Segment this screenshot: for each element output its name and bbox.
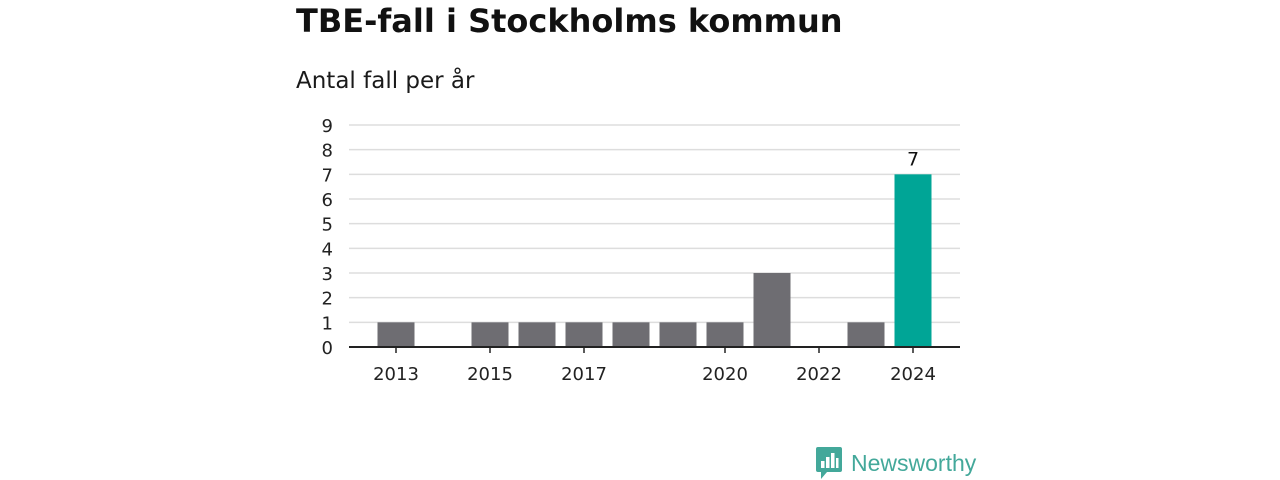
x-tick-label: 2022 (796, 364, 842, 385)
y-tick-label: 9 (322, 116, 333, 137)
chart-title: TBE-fall i Stockholms kommun (296, 2, 843, 40)
y-tick-label: 8 (322, 141, 333, 162)
bar-2015 (471, 322, 509, 347)
data-labels: 7 (907, 148, 919, 170)
bar-2023 (847, 322, 885, 347)
y-tick-label: 2 (322, 289, 333, 310)
x-tick-label: 2015 (467, 364, 513, 385)
x-tick-label: 2020 (702, 364, 748, 385)
newsworthy-brand: Newsworthy (815, 446, 976, 480)
bar-2021 (753, 273, 791, 347)
x-tick-label: 2024 (890, 364, 936, 385)
bar-2016 (518, 322, 556, 347)
bar-2019 (659, 322, 697, 347)
newsworthy-logo-icon (816, 447, 842, 479)
x-tick-label: 2017 (561, 364, 607, 385)
x-tick-label: 2013 (373, 364, 419, 385)
bars (377, 174, 932, 347)
y-tick-label: 1 (322, 313, 333, 334)
y-axis-ticks: 0 1 2 3 4 5 6 7 8 9 (322, 116, 333, 359)
y-tick-label: 7 (322, 165, 333, 186)
data-label-2024: 7 (907, 148, 919, 170)
y-tick-label: 4 (322, 239, 333, 260)
y-tick-label: 6 (322, 190, 333, 211)
bar-2018 (612, 322, 650, 347)
y-tick-label: 5 (322, 215, 333, 236)
gridlines (349, 124, 960, 324)
chart-subtitle: Antal fall per år (296, 68, 475, 94)
y-tick-label: 3 (322, 264, 333, 285)
bar-2020 (706, 322, 744, 347)
x-axis-ticks: 2013 2015 2017 2020 2022 2024 (373, 347, 936, 385)
y-tick-label: 0 (322, 338, 333, 359)
brand-name: Newsworthy (851, 449, 977, 476)
bar-2017 (565, 322, 603, 347)
bar-2013 (377, 322, 415, 347)
bar-2024 (894, 174, 932, 347)
